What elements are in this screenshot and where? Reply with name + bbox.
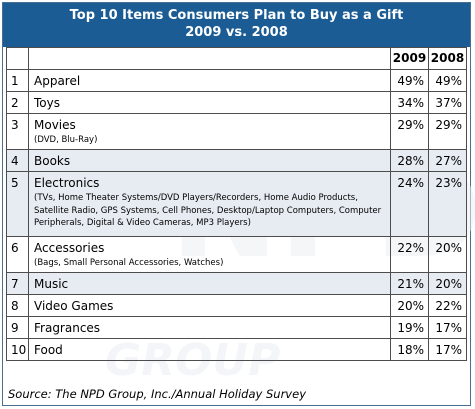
item-cell: Electronics (TVs, Home Theater Systems/DV… — [28, 171, 391, 237]
source-note: Source: The NPD Group, Inc./Annual Holid… — [8, 387, 306, 401]
value-2008: 37% — [428, 91, 467, 114]
rank-cell: 6 — [6, 236, 29, 273]
item-detail: (TVs, Home Theater Systems/DVD Players/R… — [34, 193, 382, 228]
value-2008: 27% — [428, 149, 467, 172]
item-cell: Toys — [28, 91, 391, 114]
item-cell: Books — [28, 149, 391, 172]
rank-cell: 2 — [6, 91, 29, 114]
value-2009: 29% — [390, 113, 429, 150]
value-2009: 28% — [390, 149, 429, 172]
header-2009: 2009 — [390, 47, 429, 70]
item-cell: Music — [28, 272, 391, 295]
item-label: Music — [34, 277, 69, 291]
title-line-2: 2009 vs. 2008 — [185, 25, 288, 40]
value-2008: 17% — [428, 338, 467, 361]
header-item — [28, 47, 391, 70]
value-2008: 22% — [428, 294, 467, 317]
value-2008: 23% — [428, 171, 467, 237]
table-title: Top 10 Items Consumers Plan to Buy as a … — [3, 3, 470, 47]
item-cell: Movies (DVD, Blu-Ray) — [28, 113, 391, 150]
rank-cell: 9 — [6, 316, 29, 339]
item-label: Food — [34, 343, 63, 357]
rank-cell: 10 — [6, 338, 29, 361]
rank-cell: 7 — [6, 272, 29, 295]
item-cell: Video Games — [28, 294, 391, 317]
item-label: Books — [34, 154, 71, 168]
item-label: Toys — [34, 96, 60, 110]
header-rank — [6, 47, 29, 70]
table-row: 2 Toys 34% 37% — [6, 91, 467, 114]
item-label: Apparel — [34, 74, 81, 88]
rank-cell: 8 — [6, 294, 29, 317]
item-detail: (DVD, Blu-Ray) — [34, 135, 98, 145]
gift-table: 2009 2008 1 Apparel 49% 49% 2 Toys 34% 37% 3 Movi… — [6, 47, 467, 361]
item-detail: (Bags, Small Personal Accessories, Watch… — [34, 258, 224, 268]
table-row: 6 Accessories (Bags, Small Personal Access… — [6, 236, 467, 273]
item-cell: Apparel — [28, 69, 391, 92]
value-2009: 24% — [390, 171, 429, 237]
table-row: 9 Fragrances 19% 17% — [6, 316, 467, 339]
value-2009: 20% — [390, 294, 429, 317]
value-2008: 17% — [428, 316, 467, 339]
item-label: Fragrances — [34, 321, 101, 335]
value-2009: 21% — [390, 272, 429, 295]
item-label: Electronics — [34, 176, 100, 190]
table-body: 1 Apparel 49% 49% 2 Toys 34% 37% 3 Movies (DVD, Bl… — [6, 69, 467, 361]
value-2009: 34% — [390, 91, 429, 114]
item-cell: Accessories (Bags, Small Personal Accesso… — [28, 236, 391, 273]
value-2008: 49% — [428, 69, 467, 92]
table-row: 8 Video Games 20% 22% — [6, 294, 467, 317]
title-line-1: Top 10 Items Consumers Plan to Buy as a … — [69, 8, 404, 23]
value-2008: 20% — [428, 236, 467, 273]
table-row: 5 Electronics (TVs, Home Theater Systems/D… — [6, 171, 467, 237]
value-2009: 19% — [390, 316, 429, 339]
table-row: 4 Books 28% 27% — [6, 149, 467, 172]
table-row: 1 Apparel 49% 49% — [6, 69, 467, 92]
value-2008: 20% — [428, 272, 467, 295]
header-2008: 2008 — [428, 47, 467, 70]
table-row: 7 Music 21% 20% — [6, 272, 467, 295]
value-2009: 22% — [390, 236, 429, 273]
item-cell: Food — [28, 338, 391, 361]
value-2009: 18% — [390, 338, 429, 361]
rank-cell: 3 — [6, 113, 29, 150]
value-2009: 49% — [390, 69, 429, 92]
table-row: 3 Movies (DVD, Blu-Ray) 29% 29% — [6, 113, 467, 150]
table-row: 10 Food 18% 17% — [6, 338, 467, 361]
item-label: Video Games — [34, 299, 114, 313]
item-label: Movies — [34, 118, 76, 132]
rank-cell: 4 — [6, 149, 29, 172]
item-label: Accessories — [34, 241, 105, 255]
value-2008: 29% — [428, 113, 467, 150]
item-cell: Fragrances — [28, 316, 391, 339]
rank-cell: 5 — [6, 171, 29, 237]
rank-cell: 1 — [6, 69, 29, 92]
header-row: 2009 2008 — [6, 47, 467, 70]
